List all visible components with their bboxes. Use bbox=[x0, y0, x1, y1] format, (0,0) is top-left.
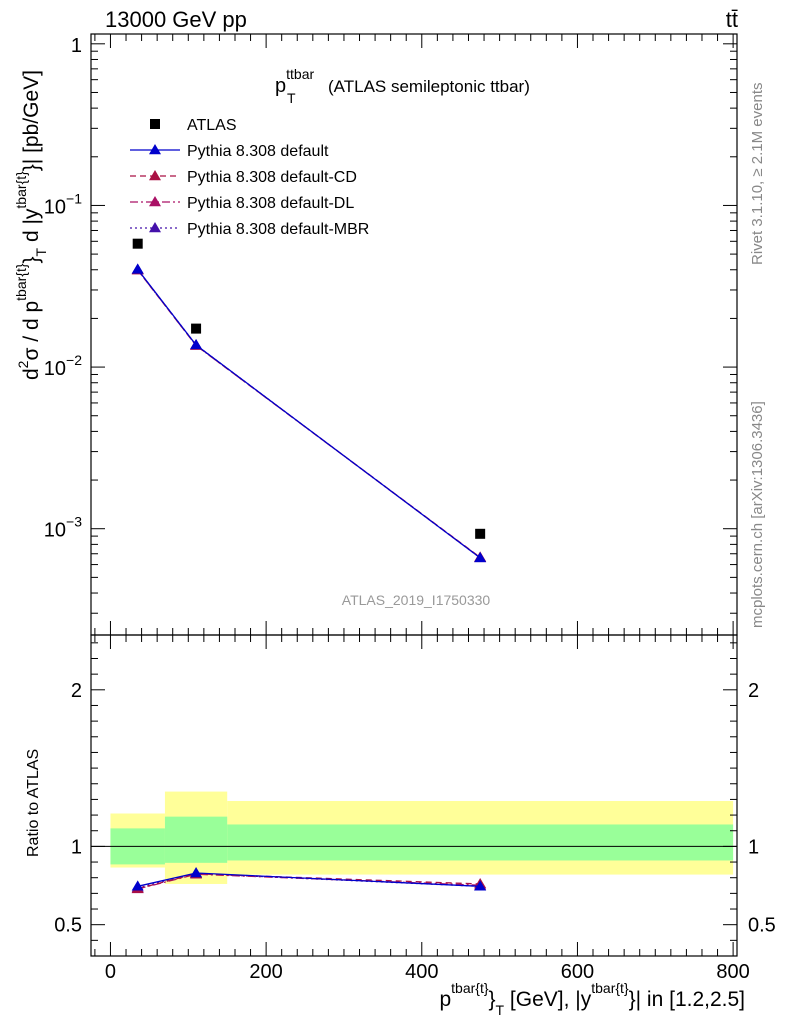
legend-label: ATLAS bbox=[187, 117, 237, 134]
legend-marker bbox=[149, 144, 161, 155]
ratio-point-0 bbox=[474, 880, 487, 891]
series-point-1 bbox=[474, 551, 487, 563]
series-line-4 bbox=[137, 269, 481, 559]
legend-entry: Pythia 8.308 default-DL bbox=[130, 195, 354, 212]
x-tick-label: 600 bbox=[561, 961, 594, 983]
legend-entry: Pythia 8.308 default bbox=[130, 143, 329, 160]
ratio-y-tick-label-right: 2 bbox=[748, 680, 759, 702]
legend-label: Pythia 8.308 default-DL bbox=[187, 195, 354, 212]
series-line-2 bbox=[137, 269, 481, 558]
legend-marker bbox=[149, 170, 161, 181]
ratio-point-0 bbox=[190, 867, 203, 878]
series-line-3 bbox=[137, 269, 481, 559]
uncertainty-band-inner-1 bbox=[164, 816, 228, 863]
legend-marker bbox=[149, 196, 161, 207]
legend-marker bbox=[150, 119, 160, 129]
ratio-y-tick-label-left: 1 bbox=[71, 836, 82, 858]
legend-entry: ATLAS bbox=[150, 117, 237, 134]
atlas-data-point bbox=[191, 323, 202, 334]
legend-entry: Pythia 8.308 default-CD bbox=[130, 169, 357, 186]
main-y-tick-label: 10−2 bbox=[44, 352, 82, 380]
ratio-y-tick-label-right: 0.5 bbox=[748, 915, 776, 937]
x-tick-label: 200 bbox=[249, 961, 282, 983]
energy-label: 13000 GeV pp bbox=[105, 7, 247, 32]
ratio-panel: 0 200 400 600 800 0.5 0.5 1 1 2 2 bbox=[54, 634, 776, 983]
main-title-sub: T bbox=[287, 90, 296, 106]
main-y-tick-label: 10−3 bbox=[44, 514, 82, 542]
legend-label: Pythia 8.308 default-MBR bbox=[187, 221, 369, 238]
analysis-label: ATLAS_2019_I1750330 bbox=[342, 592, 491, 608]
legend-label: Pythia 8.308 default bbox=[187, 143, 329, 160]
x-tick-label: 400 bbox=[405, 961, 438, 983]
ratio-y-tick-label-left: 0.5 bbox=[54, 915, 82, 937]
x-tick-label: 800 bbox=[716, 961, 749, 983]
legend-marker bbox=[149, 222, 161, 233]
ratio-y-tick-label-left: 2 bbox=[71, 680, 82, 702]
main-title-sup: ttbar bbox=[286, 66, 314, 82]
legend-entry: Pythia 8.308 default-MBR bbox=[130, 221, 369, 238]
series-point-1 bbox=[190, 338, 203, 350]
legend-label: Pythia 8.308 default-CD bbox=[187, 169, 357, 186]
x-axis-label: ptbar{t}}T [GeV], |ytbar{t}}| in [1.2,2.… bbox=[439, 980, 745, 1018]
main-y-tick-label: 1 bbox=[71, 35, 82, 57]
rivet-label: Rivet 3.1.10, ≥ 2.1M events bbox=[749, 83, 766, 266]
ratio-y-tick-label-right: 1 bbox=[748, 836, 759, 858]
atlas-data-point bbox=[475, 528, 486, 539]
mcplots-label: mcplots.cern.ch [arXiv:1306.3436] bbox=[749, 401, 766, 628]
ratio-frame bbox=[90, 634, 738, 957]
ratio-y-axis-label: Ratio to ATLAS bbox=[25, 749, 42, 857]
ratio-point-0 bbox=[131, 880, 144, 891]
main-title-rest: (ATLAS semileptonic ttbar) bbox=[328, 77, 530, 96]
main-title: pttbar T (ATLAS semileptonic ttbar) bbox=[275, 66, 530, 106]
atlas-data-point bbox=[132, 238, 143, 249]
main-panel: 1 10−1 10−2 10−3 ATLAS Pythia 8.308 default Py… bbox=[44, 33, 738, 636]
x-tick-label: 0 bbox=[105, 961, 116, 983]
series-line-1 bbox=[137, 269, 481, 559]
series-point-1 bbox=[131, 263, 144, 274]
main-y-tick-label: 10−1 bbox=[44, 190, 82, 218]
process-label: tt̄ bbox=[726, 7, 738, 32]
main-title-p: p bbox=[275, 75, 286, 97]
uncertainty-band-inner-2 bbox=[227, 824, 734, 861]
main-y-axis-label: d2σ / d ptbar{t}}T d |ytbar{t}}| [pb/GeV… bbox=[13, 70, 49, 380]
